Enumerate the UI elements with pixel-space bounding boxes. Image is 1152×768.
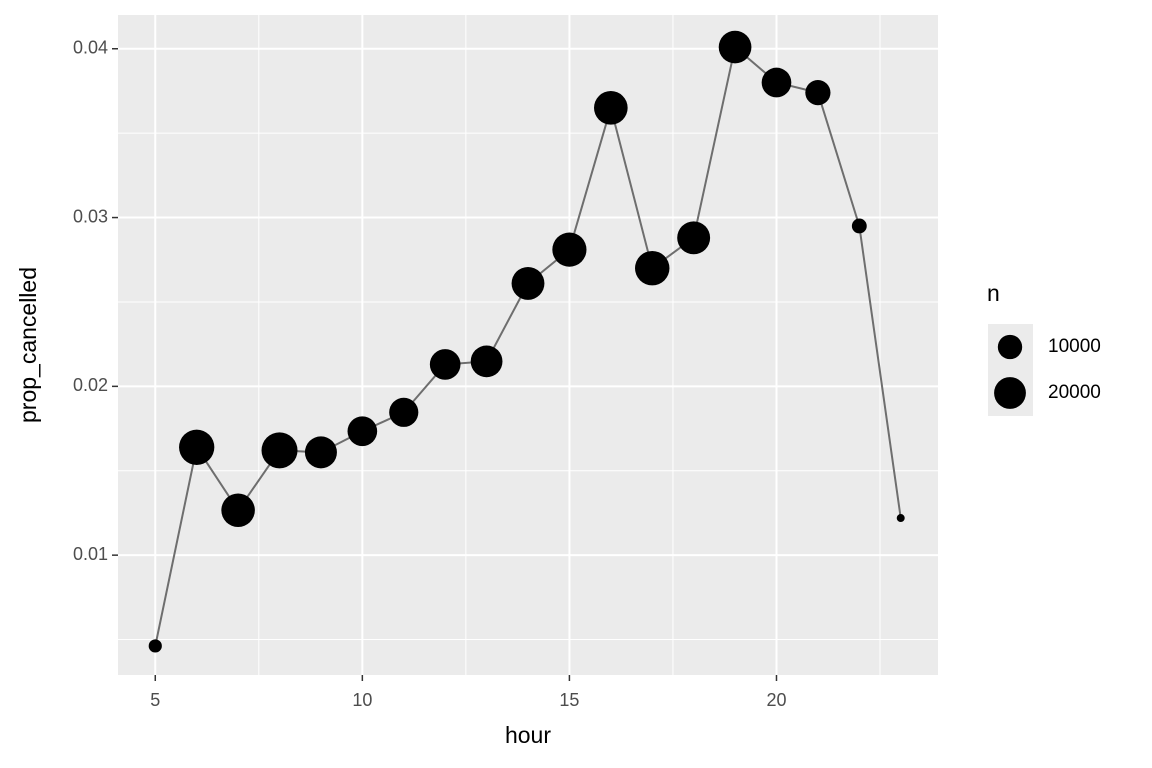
point bbox=[304, 436, 337, 469]
x-tick-label: 10 bbox=[352, 690, 372, 710]
point bbox=[429, 349, 461, 380]
point bbox=[896, 514, 905, 523]
x-tick-label: 15 bbox=[559, 690, 579, 710]
point bbox=[761, 67, 792, 98]
y-axis-title: prop_cancelled bbox=[15, 267, 41, 423]
grid bbox=[118, 15, 938, 675]
y-tick-label: 0.01 bbox=[73, 544, 108, 564]
marks bbox=[148, 30, 905, 653]
legend-label: 20000 bbox=[1048, 382, 1101, 403]
point bbox=[677, 221, 711, 255]
point bbox=[635, 250, 670, 286]
panel bbox=[118, 15, 938, 675]
point bbox=[851, 218, 867, 234]
x-tick-label: 5 bbox=[150, 690, 160, 710]
y-tick-label: 0.04 bbox=[73, 38, 108, 58]
point bbox=[511, 266, 545, 300]
x-axis-title: hour bbox=[505, 722, 551, 748]
legend-title: n bbox=[987, 280, 1000, 306]
point bbox=[470, 345, 503, 378]
point bbox=[179, 429, 215, 465]
point bbox=[552, 232, 587, 267]
point bbox=[221, 493, 255, 528]
point bbox=[718, 30, 752, 64]
point bbox=[389, 397, 419, 427]
x-tick-label: 20 bbox=[766, 690, 786, 710]
y-tick-label: 0.02 bbox=[73, 375, 108, 395]
point bbox=[347, 416, 378, 447]
legend-point bbox=[997, 334, 1023, 360]
y-tick-label: 0.03 bbox=[73, 206, 108, 226]
point bbox=[261, 432, 298, 469]
point bbox=[594, 91, 628, 125]
point bbox=[805, 80, 831, 106]
legend-label: 10000 bbox=[1048, 336, 1101, 357]
point bbox=[148, 639, 162, 653]
legend-point bbox=[994, 377, 1026, 409]
